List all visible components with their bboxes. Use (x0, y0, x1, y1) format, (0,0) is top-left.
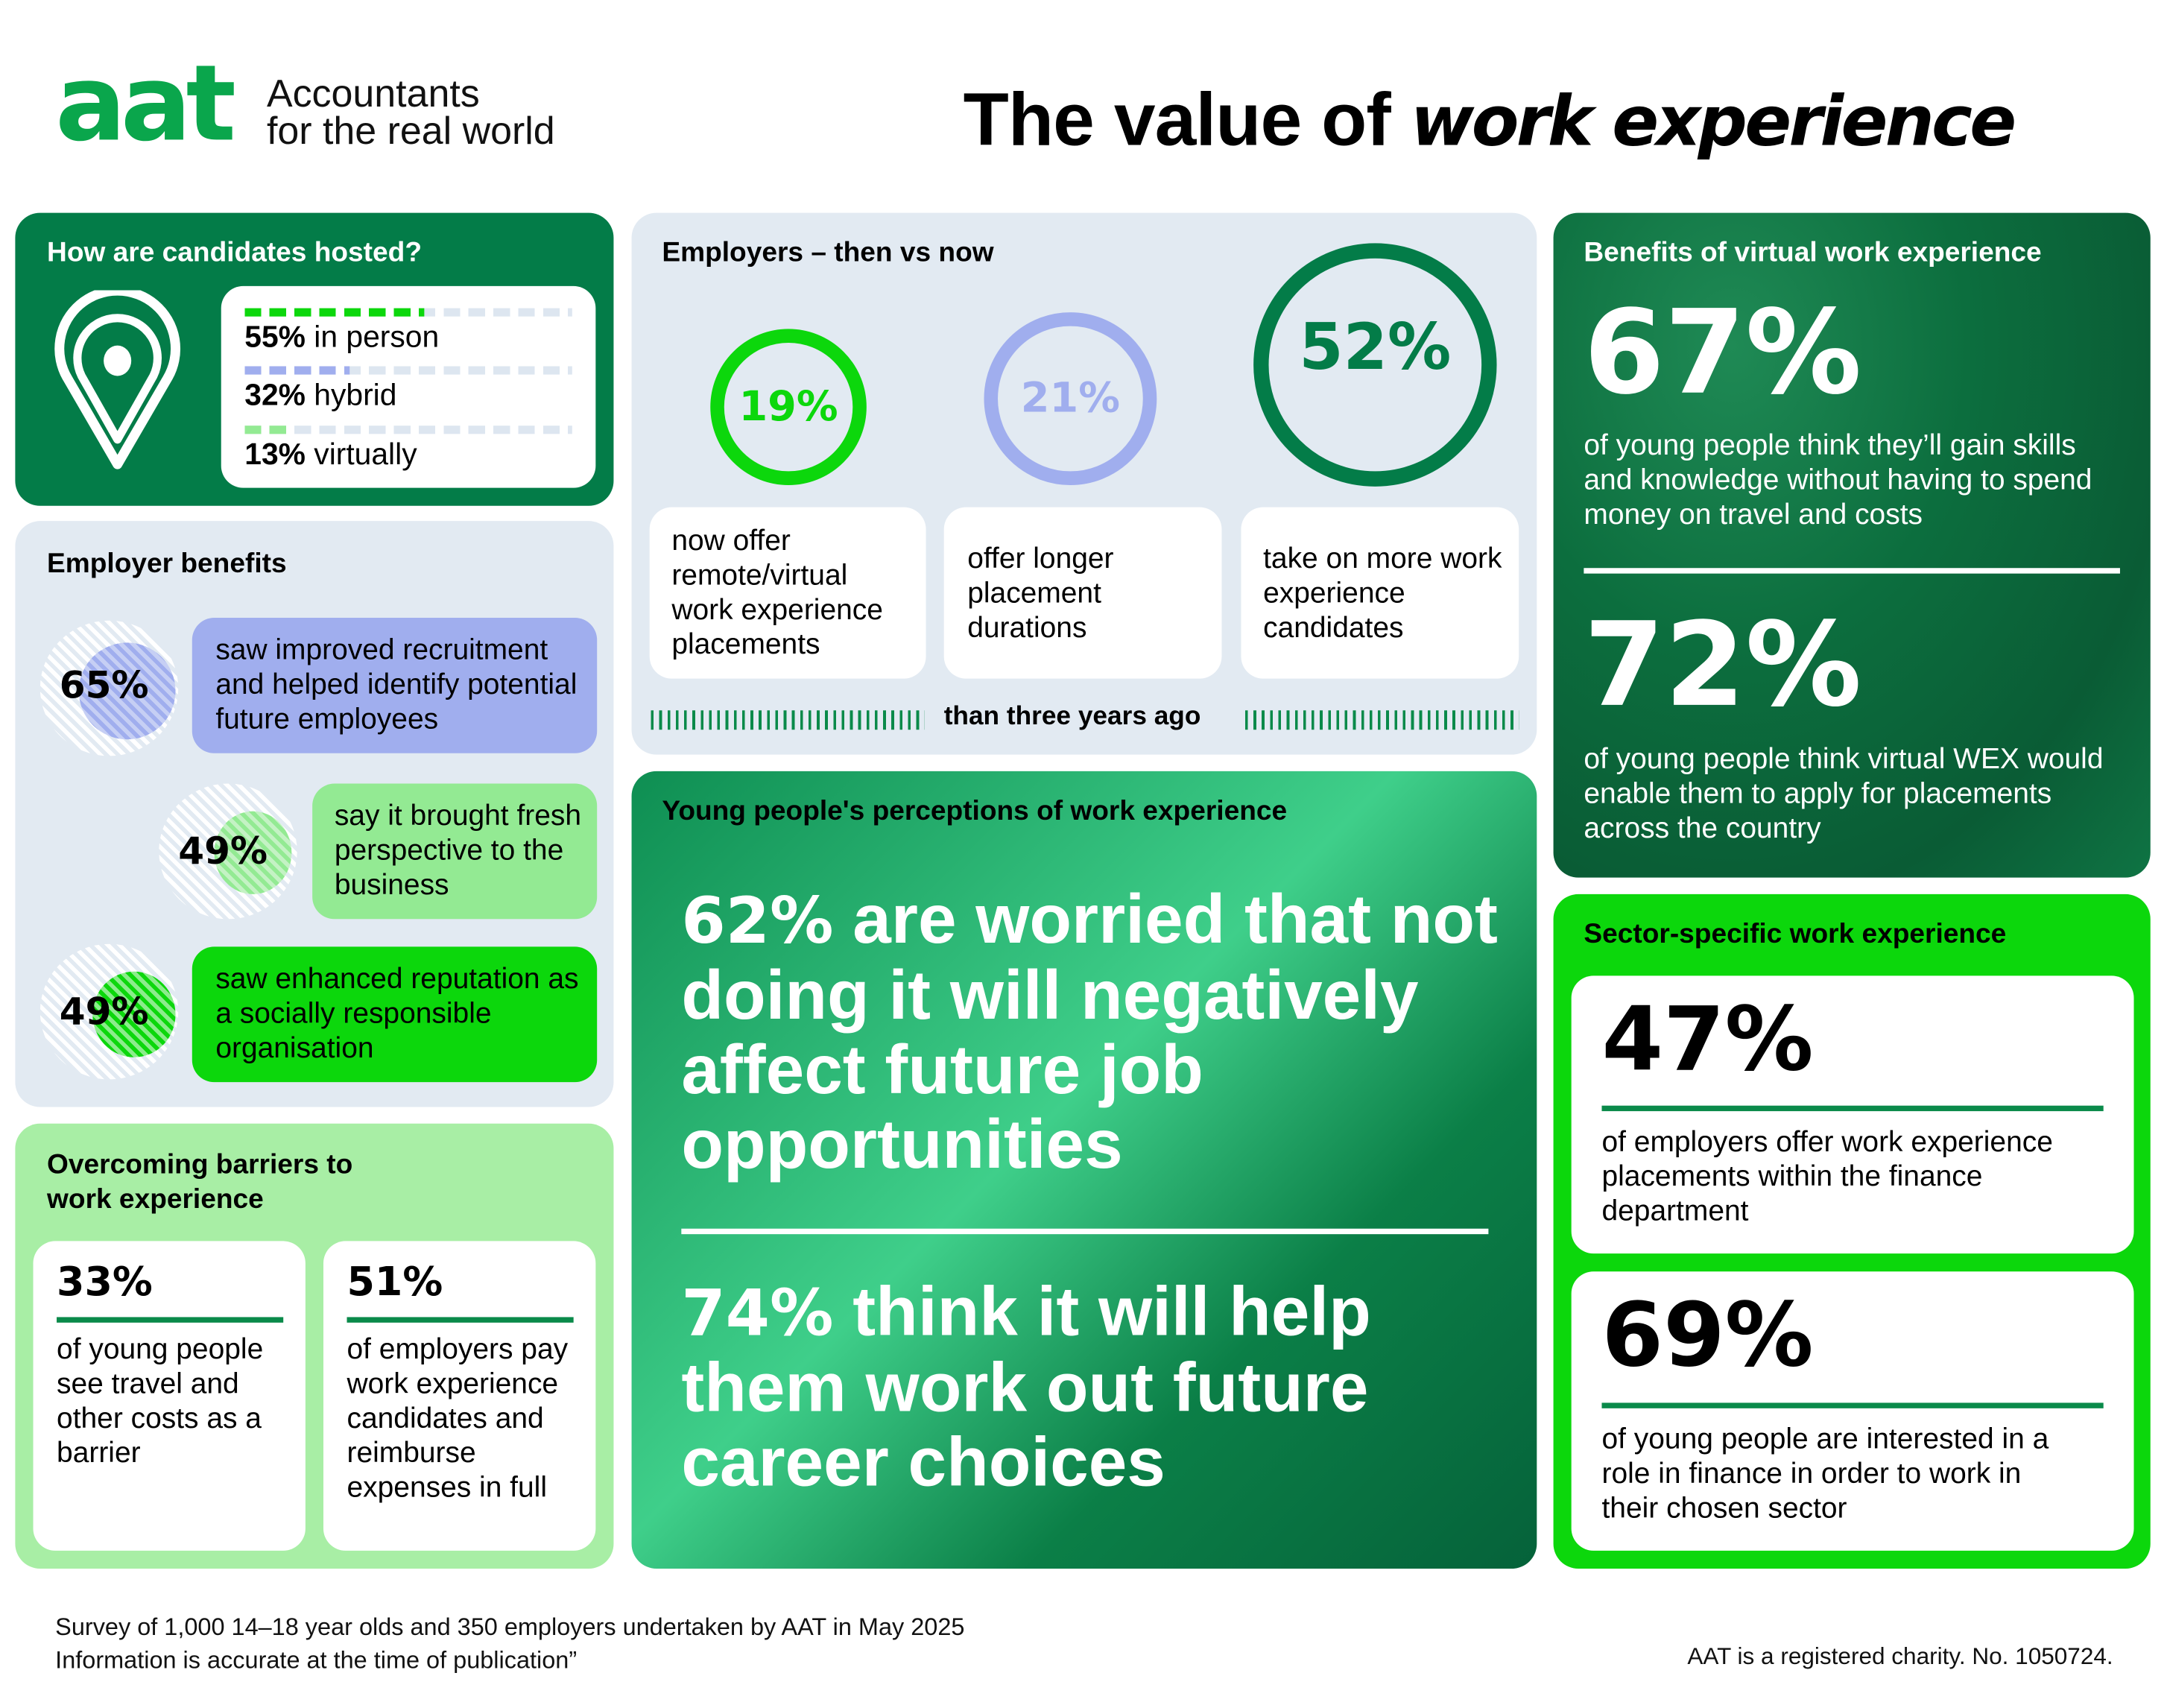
logo-tagline: for the real world (266, 109, 555, 153)
employer-benefits-card: Employer benefits 65% saw improved recru… (15, 521, 614, 1107)
divider (1584, 568, 2120, 574)
section-title: How are candidates hosted? (47, 237, 422, 268)
stat-in-person: 55% in person (244, 319, 440, 354)
virtual-benefits-card: Benefits of virtual work experience 67% … (1553, 212, 2151, 878)
divider-ticks (651, 710, 925, 730)
perceptions-card: Young people's perceptions of work exper… (631, 771, 1537, 1569)
sector-stat: 47% of employers offer work experience p… (1571, 975, 2134, 1254)
section-title: Employer benefits (47, 548, 287, 580)
location-pin-icon (54, 290, 181, 469)
divider-ticks (1244, 710, 1519, 730)
stat-description: take on more work experience candidates (1241, 507, 1519, 679)
hosted-card: How are candidates hosted? 55% in person… (15, 212, 614, 506)
benefit-text: saw improved recruitment and helped iden… (192, 618, 598, 753)
then-vs-now-footer: than three years ago (943, 702, 1201, 732)
progress-virtually (244, 426, 572, 434)
progress-fill (244, 308, 425, 317)
section-title: Overcoming barriers to work experience (47, 1150, 353, 1215)
survey-note: Survey of 1,000 14–18 year olds and 350 … (55, 1613, 965, 1641)
sector-stat: 69% of young people are interested in a … (1571, 1271, 2134, 1551)
hosted-stats: 55% in person 32% hybrid 13% virtually (221, 285, 596, 488)
stat-ring: 52% (1253, 243, 1497, 487)
virtual-stat-text: of young people think they’ll gain skill… (1584, 429, 2092, 531)
section-title: Benefits of virtual work experience (1584, 237, 2042, 268)
then-vs-now-card: Employers – then vs now 19% 21% 52% now … (631, 212, 1537, 755)
progress-in-person (244, 308, 572, 317)
stat-hybrid: 32% hybrid (244, 377, 397, 412)
progress-hybrid (244, 366, 572, 375)
stat-ring: 19% (710, 329, 867, 485)
virtual-stat-pct: 72% (1584, 597, 1862, 733)
benefit-pct: 49% (59, 990, 149, 1034)
section-title: Sector-specific work experience (1584, 919, 2007, 950)
progress-fill (244, 426, 288, 434)
perception-stat: 74% think it will help them work out fut… (681, 1273, 1371, 1502)
sector-card: Sector-specific work experience 47% of e… (1553, 893, 2151, 1569)
benefit-text: say it brought fresh perspective to the … (312, 783, 598, 920)
progress-fill (244, 366, 349, 375)
accuracy-note: Information is accurate at the time of p… (55, 1645, 578, 1674)
virtual-stat-text: of young people think virtual WEX would … (1584, 743, 2104, 845)
stat-virtually: 13% virtually (244, 437, 417, 472)
section-title: Young people's perceptions of work exper… (662, 796, 1288, 827)
aat-logo: aat (55, 41, 236, 166)
barrier-stat: 33% of young people see travel and other… (33, 1241, 306, 1551)
charity-note: AAT is a registered charity. No. 1050724… (1687, 1643, 2113, 1670)
stat-ring: 21% (984, 312, 1157, 485)
barriers-card: Overcoming barriers to work experience 3… (15, 1123, 614, 1569)
section-title: Employers – then vs now (662, 237, 994, 268)
stat-description: now offer remote/virtual work experience… (649, 507, 926, 679)
benefit-pct: 65% (59, 665, 149, 708)
logo-mark: aat (55, 41, 236, 165)
divider (681, 1228, 1489, 1235)
perception-stat: 62% are worried that not doing it will n… (681, 880, 1498, 1183)
benefit-text: saw enhanced reputation as a socially re… (192, 946, 598, 1083)
stat-description: offer longer placement durations (943, 507, 1222, 679)
barrier-stat: 51% of employers pay work experience can… (323, 1241, 596, 1551)
logo-tagline: Accountants (266, 72, 480, 115)
virtual-stat-pct: 67% (1584, 285, 1862, 420)
benefit-pct: 49% (178, 830, 268, 874)
page-title: The value of work experience (963, 78, 2016, 162)
